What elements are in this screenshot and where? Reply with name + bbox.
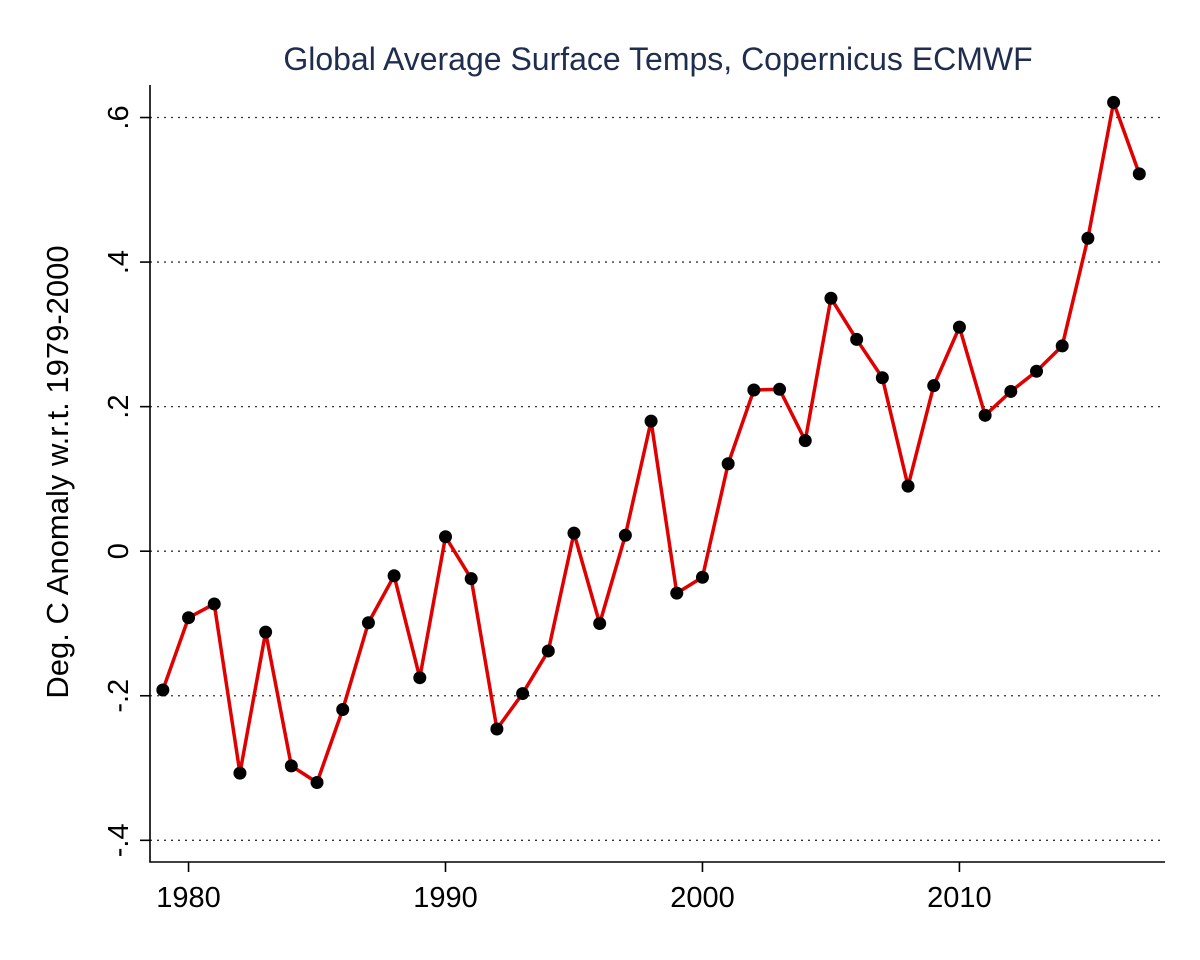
data-point <box>361 616 375 630</box>
data-point <box>439 530 453 544</box>
data-point <box>721 457 735 471</box>
data-point <box>593 616 607 630</box>
gridlines <box>150 116 1165 841</box>
data-point <box>336 702 350 716</box>
data-point <box>695 570 709 584</box>
data-point <box>952 320 966 334</box>
data-point <box>259 625 273 639</box>
data-point <box>516 687 530 701</box>
axes <box>149 85 1165 863</box>
data-point <box>798 434 812 448</box>
data-point <box>310 775 324 789</box>
data-point <box>773 382 787 396</box>
data-series <box>156 95 1146 789</box>
data-point <box>978 408 992 422</box>
data-point <box>1030 364 1044 378</box>
data-point <box>850 332 864 346</box>
data-point <box>901 479 915 493</box>
data-point <box>490 722 504 736</box>
data-point <box>464 572 478 586</box>
data-point <box>1081 231 1095 245</box>
y-tick-label: .6 <box>103 105 135 129</box>
data-point <box>567 526 581 540</box>
data-point <box>618 528 632 542</box>
data-point <box>182 611 196 625</box>
y-tick-label: -.2 <box>103 679 135 713</box>
data-point <box>207 597 221 611</box>
y-tick-label: .2 <box>103 395 135 419</box>
data-point <box>284 759 298 773</box>
data-point <box>413 671 427 685</box>
data-point <box>875 371 889 385</box>
x-tick-label: 1990 <box>413 882 478 914</box>
y-tick-label: -.4 <box>103 823 135 857</box>
data-point <box>156 683 170 697</box>
chart-title: Global Average Surface Temps, Copernicus… <box>283 41 1032 77</box>
data-point <box>541 644 555 658</box>
x-tick-label: 2010 <box>927 882 992 914</box>
data-point <box>824 291 838 305</box>
y-axis-ticks: -.4 -.2 0 .2 .4 .6 <box>103 105 150 857</box>
data-point <box>387 569 401 583</box>
y-tick-label: .4 <box>103 250 135 274</box>
series-line <box>161 100 1141 785</box>
x-axis-ticks: 1980 1990 2000 2010 <box>156 862 992 914</box>
axis-lines <box>149 85 1165 863</box>
data-point <box>1004 384 1018 398</box>
x-tick-label: 1980 <box>156 882 221 914</box>
data-point <box>1107 95 1121 109</box>
y-axis-label: Deg. C Anomaly w.r.t. 1979-2000 <box>40 245 75 698</box>
x-tick-label: 2000 <box>670 882 735 914</box>
data-point <box>927 379 941 393</box>
data-point <box>670 586 684 600</box>
data-point <box>747 383 761 397</box>
data-point <box>644 414 658 428</box>
data-point <box>1132 167 1146 181</box>
y-tick-label: 0 <box>103 543 135 559</box>
data-point <box>1055 339 1069 353</box>
data-point <box>233 766 247 780</box>
